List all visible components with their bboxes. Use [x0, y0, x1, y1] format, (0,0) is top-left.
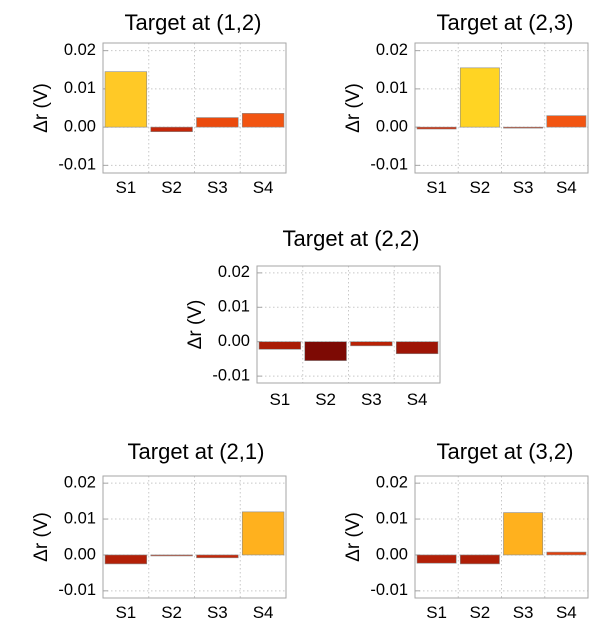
bar-s2 [150, 126, 193, 133]
plot-frame [256, 265, 441, 384]
y-tick-label: 0.00 [376, 545, 408, 563]
chart-title: Target at (3,2) [437, 439, 574, 464]
x-category-label: S2 [469, 603, 490, 622]
plot-frame [414, 475, 589, 599]
x-category-label: S3 [207, 178, 228, 197]
y-tick-label: -0.01 [370, 581, 408, 599]
chart-title: Target at (2,3) [437, 10, 574, 35]
y-tick-label: 0.01 [218, 298, 250, 316]
y-tick-label: -0.01 [212, 366, 250, 384]
y-tick-label: 0.00 [64, 545, 96, 563]
x-category-label: S2 [161, 603, 182, 622]
x-category-label: S4 [253, 178, 274, 197]
bar-s2 [459, 67, 500, 128]
chart-panel-4: Target at (2,1) Δr (V) 0.02 0.01 0.00 -0.01 S1… [31, 439, 287, 622]
bar-s3 [350, 341, 393, 347]
bar-s1 [104, 71, 148, 128]
y-tick-label: 0.00 [218, 332, 250, 350]
x-category-label: S3 [207, 603, 228, 622]
bar-s3 [503, 512, 544, 556]
x-category-label: S4 [253, 603, 274, 622]
x-category-label: S2 [469, 178, 490, 197]
bar-s4 [241, 511, 285, 556]
y-tick-label: 0.01 [64, 79, 96, 97]
x-category-label: S4 [556, 178, 577, 197]
plot-frame [102, 475, 287, 599]
bar-s4 [546, 115, 587, 128]
y-tick-label: 0.01 [64, 509, 96, 527]
y-axis-label: Δr (V) [31, 83, 52, 133]
x-category-label: S1 [269, 390, 290, 409]
chart-panel-1: Target at (1,2) Δr (V) 0.02 0.01 0.00 -0.01 S1… [31, 10, 287, 197]
y-tick-label: 0.01 [376, 509, 408, 527]
bar-s4 [241, 113, 285, 128]
bar-s4 [395, 341, 439, 355]
x-category-label: S1 [426, 603, 447, 622]
plot-frame [102, 42, 287, 174]
x-category-label: S3 [513, 603, 534, 622]
chart-title: Target at (1,2) [125, 10, 262, 35]
x-category-label: S1 [115, 178, 136, 197]
bar-s4 [546, 551, 587, 556]
x-category-label: S2 [161, 178, 182, 197]
y-tick-label: -0.01 [58, 581, 96, 599]
bar-s3 [503, 126, 544, 129]
y-axis-label: Δr (V) [185, 300, 206, 350]
x-category-label: S3 [361, 390, 382, 409]
chart-panel-3: Target at (2,2) Δr (V) 0.02 0.01 0.00 -0.01 S1… [185, 226, 441, 409]
x-category-label: S1 [115, 603, 136, 622]
x-category-label: S4 [556, 603, 577, 622]
x-category-label: S2 [315, 390, 336, 409]
chart-title: Target at (2,2) [283, 226, 420, 251]
chart-panel-5: Target at (3,2) Δr (V) 0.02 0.01 0.00 -0.01 S1… [343, 439, 589, 622]
y-tick-label: -0.01 [58, 156, 96, 174]
bar-s3 [196, 554, 239, 559]
y-tick-label: 0.02 [218, 263, 250, 281]
y-tick-label: 0.01 [376, 79, 408, 97]
y-tick-label: 0.02 [376, 41, 408, 59]
y-tick-label: 0.00 [64, 117, 96, 135]
bar-s1 [416, 126, 457, 130]
y-tick-label: 0.02 [376, 474, 408, 492]
x-category-label: S1 [426, 178, 447, 197]
y-tick-label: -0.01 [370, 156, 408, 174]
y-tick-label: 0.02 [64, 474, 96, 492]
bar-s2 [150, 554, 193, 557]
y-axis-label: Δr (V) [343, 83, 364, 133]
bar-s2 [459, 554, 500, 565]
chart-title: Target at (2,1) [128, 439, 265, 464]
x-category-label: S4 [407, 390, 428, 409]
bar-s2 [304, 341, 347, 361]
x-category-label: S3 [513, 178, 534, 197]
y-tick-label: 0.00 [376, 117, 408, 135]
y-axis-label: Δr (V) [343, 512, 364, 562]
bar-s1 [416, 554, 457, 564]
bar-s1 [258, 341, 302, 350]
bar-s1 [104, 554, 148, 565]
plot-frame [414, 42, 589, 174]
y-axis-label: Δr (V) [31, 512, 52, 562]
bar-s3 [196, 117, 239, 128]
y-tick-label: 0.02 [64, 41, 96, 59]
chart-panel-2: Target at (2,3) Δr (V) 0.02 0.01 0.00 -0.01 S1… [343, 10, 589, 197]
